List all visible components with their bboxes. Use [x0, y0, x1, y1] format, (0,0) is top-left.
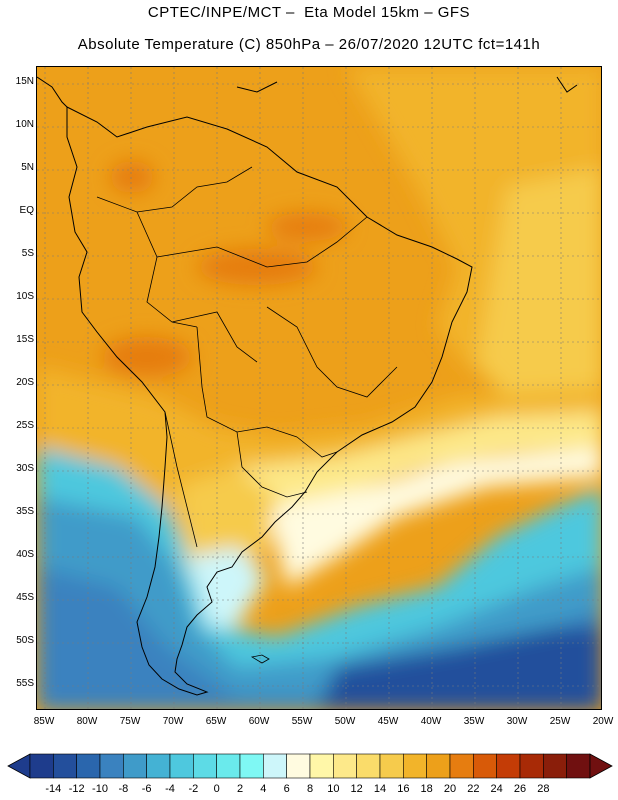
colorbar-swatch	[29, 753, 54, 779]
longitude-tick-label: 80W	[76, 716, 98, 727]
colorbar-tick-label: 22	[467, 783, 480, 795]
graticule	[37, 67, 601, 709]
colorbar-tick-label: -4	[165, 783, 175, 795]
colorbar-swatch	[169, 753, 194, 779]
latitude-tick-label: 10N	[15, 119, 34, 130]
colorbar-arrow-high	[589, 753, 613, 779]
colorbar-tick-label: -6	[141, 783, 152, 795]
colorbar-swatch	[473, 753, 497, 779]
colorbar-tick-label: 4	[260, 783, 267, 795]
colorbar-swatch	[379, 753, 404, 779]
colorbar-swatch	[216, 753, 241, 779]
longitude-tick-label: 65W	[205, 716, 227, 727]
country-borders	[96, 166, 398, 548]
longitude-tick-label: 60W	[248, 716, 270, 727]
latitude-tick-label: EQ	[19, 205, 34, 216]
longitude-tick-label: 45W	[377, 716, 399, 727]
colorbar-tick-label: -12	[68, 783, 85, 795]
central-america-coastline	[37, 76, 578, 108]
colorbar-tick-label: 2	[236, 783, 244, 795]
latitude-tick-label: 45S	[16, 592, 34, 603]
colorbar-tick-label: 12	[350, 783, 363, 795]
colorbar-tick-label: 10	[327, 783, 340, 795]
colorbar-tick-label: 0	[213, 783, 220, 795]
longitude-tick-label: 25W	[549, 716, 571, 727]
colorbar-tick-label: -2	[188, 783, 199, 795]
map-title: CPTEC/INPE/MCT – Eta Model 15km – GFS	[147, 4, 471, 21]
colorbar-swatch	[356, 753, 381, 779]
longitude-tick-label: 20W	[592, 716, 614, 727]
map-subtitle: Absolute Temperature (C) 850hPa – 26/07/…	[77, 36, 541, 53]
colorbar-tick-label: 24	[490, 783, 503, 795]
south-america-coastline	[66, 106, 473, 696]
colorbar-tick-label: 18	[420, 783, 433, 795]
latitude-tick-label: 15S	[16, 334, 34, 345]
latitude-tick-label: 15N	[15, 76, 34, 87]
latitude-tick-label: 20S	[16, 377, 34, 388]
colorbar-swatch	[76, 753, 101, 779]
colorbar-tick-label: -10	[92, 783, 108, 795]
colorbar-swatch	[333, 753, 357, 779]
latitude-tick-label: 55S	[16, 678, 34, 689]
colorbar-swatch	[496, 753, 521, 779]
colorbar-arrow-low	[7, 753, 31, 779]
latitude-tick-label: 40S	[16, 549, 34, 560]
colorbar-tick-label: 14	[373, 783, 387, 795]
latitude-tick-label: 30S	[16, 463, 34, 474]
longitude-tick-label: 35W	[463, 716, 485, 727]
longitude-tick-label: 70W	[162, 716, 184, 727]
colorbar-swatch	[426, 753, 451, 779]
colorbar-swatch	[566, 753, 591, 779]
colorbar-swatch	[543, 753, 567, 779]
colorbar-tick-label: -14	[45, 783, 62, 795]
longitude-tick-label: 50W	[334, 716, 356, 727]
colorbar-tick-label: 16	[397, 783, 410, 795]
colorbar-swatch	[263, 753, 287, 779]
colorbar-tick-label: 26	[513, 783, 527, 795]
temperature-map	[36, 66, 602, 710]
colorbar-tick-label: 8	[306, 783, 314, 795]
colorbar-tick-label: -8	[118, 783, 129, 795]
longitude-tick-label: 75W	[119, 716, 141, 727]
longitude-tick-label: 40W	[420, 716, 442, 727]
colorbar-swatch	[403, 753, 427, 779]
colorbar	[7, 753, 613, 779]
longitude-tick-label: 55W	[291, 716, 313, 727]
latitude-tick-label: 50S	[16, 635, 34, 646]
longitude-tick-label: 85W	[33, 716, 55, 727]
colorbar-swatch	[239, 753, 264, 779]
colorbar-swatch	[309, 753, 334, 779]
colorbar-swatch	[449, 753, 474, 779]
latitude-tick-label: 5N	[21, 162, 34, 173]
falkland-islands	[250, 654, 270, 664]
map-canvas	[37, 67, 601, 709]
colorbar-swatch	[519, 753, 544, 779]
latitude-tick-label: 5S	[21, 248, 34, 259]
colorbar-swatch	[146, 753, 171, 779]
colorbar-swatch	[286, 753, 311, 779]
latitude-tick-label: 10S	[16, 291, 34, 302]
colorbar-swatch	[193, 753, 217, 779]
colorbar-swatch	[123, 753, 147, 779]
latitude-tick-label: 35S	[16, 506, 34, 517]
longitude-tick-label: 30W	[506, 716, 528, 727]
colorbar-tick-label: 28	[537, 783, 550, 795]
colorbar-tick-label: 20	[443, 783, 457, 795]
latitude-tick-label: 25S	[16, 420, 34, 431]
colorbar-swatch	[53, 753, 77, 779]
colorbar-swatch	[99, 753, 124, 779]
colorbar-tick-label: 6	[283, 783, 290, 795]
